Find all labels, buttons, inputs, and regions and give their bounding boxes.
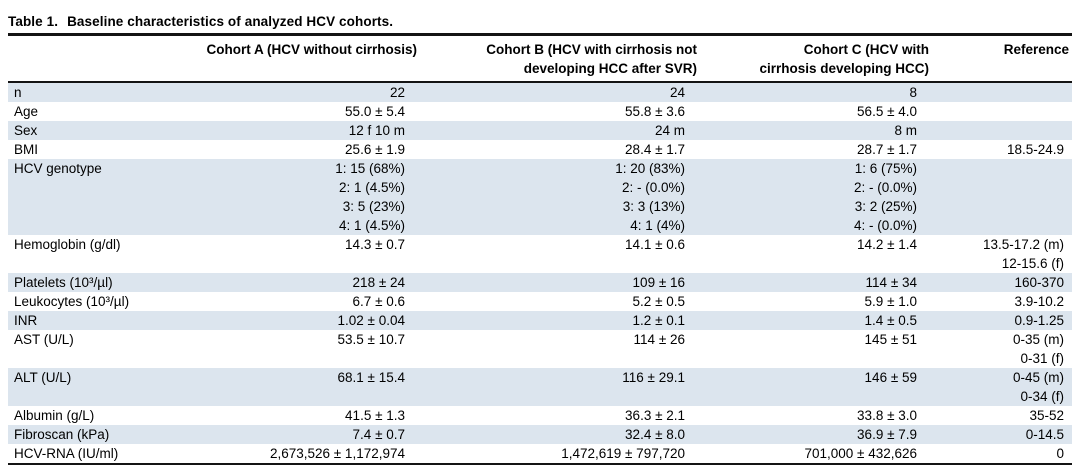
row-label: BMI xyxy=(14,142,39,157)
table-row-ast: AST (U/L) 53.5 ± 10.7 114 ± 26 145 ± 51 … xyxy=(8,330,1072,368)
row-label: HCV genotype xyxy=(14,161,102,176)
table-row-alt: ALT (U/L) 68.1 ± 15.4 116 ± 29.1 146 ± 5… xyxy=(8,368,1072,406)
table-cell: 55.8 ± 3.6 xyxy=(625,104,685,119)
row-label: ALT (U/L) xyxy=(14,370,72,385)
table-cell: 14.2 ± 1.4 xyxy=(857,237,917,252)
row-label: Hemoglobin (g/dl) xyxy=(14,237,121,252)
row-label: Fibroscan (kPa) xyxy=(14,427,110,442)
table-cell: 14.1 ± 0.6 xyxy=(625,237,685,252)
row-label: AST (U/L) xyxy=(14,332,74,347)
table-row-leukocytes: Leukocytes (10³/µl) 6.7 ± 0.6 5.2 ± 0.5 … xyxy=(8,292,1072,311)
table-cell xyxy=(932,121,1072,140)
table-cell: 3.9-10.2 xyxy=(1014,294,1064,309)
table-cell: 36.3 ± 2.1 xyxy=(625,408,685,423)
table-row-hemoglobin: Hemoglobin (g/dl) 14.3 ± 0.7 14.1 ± 0.6 … xyxy=(8,235,1072,273)
row-label: HCV-RNA (IU/ml) xyxy=(14,446,119,461)
table-cell: 56.5 ± 4.0 xyxy=(857,104,917,119)
table-cell: 1.2 ± 0.1 xyxy=(632,313,685,328)
table-row-hcv-rna: HCV-RNA (IU/ml) 2,673,526 ± 1,172,974 1,… xyxy=(8,444,1072,464)
table-cell: 114 ± 26 xyxy=(633,332,685,347)
table-row-hcv-genotype: HCV genotype 1: 15 (68%) 2: 1 (4.5%) 3: … xyxy=(8,159,1072,235)
row-label: Leukocytes (10³/µl) xyxy=(14,294,130,309)
row-label: Age xyxy=(14,104,39,119)
table-number-label: Table 1. xyxy=(8,14,59,29)
header-cohort-a: Cohort A (HCV without cirrhosis) xyxy=(158,36,420,83)
table-row-platelets: Platelets (10³/µl) 218 ± 24 109 ± 16 114… xyxy=(8,273,1072,292)
table-row-n: n 22 24 8 xyxy=(8,82,1072,102)
table-cell: 1.02 ± 0.04 xyxy=(337,313,405,328)
table-body: n 22 24 8 Age 55.0 ± 5.4 55.8 ± 3.6 56.5… xyxy=(8,82,1072,464)
table-cell: 24 m xyxy=(654,123,685,138)
table-cell: 116 ± 29.1 xyxy=(622,370,685,385)
table-cell: 0.9-1.25 xyxy=(1014,313,1064,328)
table-cell: 36.9 ± 7.9 xyxy=(857,427,917,442)
header-cohort-c: Cohort C (HCV with cirrhosis developing … xyxy=(700,36,932,83)
header-cohort-b: Cohort B (HCV with cirrhosis not develop… xyxy=(420,36,700,83)
table-cell: 5.9 ± 1.0 xyxy=(864,294,917,309)
baseline-characteristics-table: Cohort A (HCV without cirrhosis) Cohort … xyxy=(8,36,1072,465)
table-title: Table 1. Baseline characteristics of ana… xyxy=(8,5,1072,36)
paper-page: Table 1. Baseline characteristics of ana… xyxy=(8,0,1072,465)
row-label: n xyxy=(14,85,22,100)
table-cell: 55.0 ± 5.4 xyxy=(345,104,405,119)
table-cell: 12 f 10 m xyxy=(348,123,405,138)
row-label: Albumin (g/L) xyxy=(14,408,95,423)
table-cell: 32.4 ± 8.0 xyxy=(625,427,685,442)
table-cell xyxy=(932,102,1072,121)
table-row-albumin: Albumin (g/L) 41.5 ± 1.3 36.3 ± 2.1 33.8… xyxy=(8,406,1072,425)
table-cell: 0-45 (m) 0-34 (f) xyxy=(1012,370,1064,404)
table-row-bmi: BMI 25.6 ± 1.9 28.4 ± 1.7 28.7 ± 1.7 18.… xyxy=(8,140,1072,159)
table-cell: 160-370 xyxy=(1014,275,1064,290)
header-row: Cohort A (HCV without cirrhosis) Cohort … xyxy=(8,36,1072,83)
header-corner-cell xyxy=(8,36,158,83)
table-cell xyxy=(932,159,1072,235)
table-cell: 22 xyxy=(389,85,405,100)
table-cell: 35-52 xyxy=(1029,408,1064,423)
table-cell: 146 ± 59 xyxy=(864,370,917,385)
table-cell: 0-14.5 xyxy=(1025,427,1064,442)
table-cell: 109 ± 16 xyxy=(632,275,685,290)
table-cell: 1: 20 (83%) 2: - (0.0%) 3: 3 (13%) 4: 1 … xyxy=(615,161,685,233)
table-row-age: Age 55.0 ± 5.4 55.8 ± 3.6 56.5 ± 4.0 xyxy=(8,102,1072,121)
table-cell: 5.2 ± 0.5 xyxy=(632,294,685,309)
table-cell: 2,673,526 ± 1,172,974 xyxy=(269,446,405,461)
table-row-sex: Sex 12 f 10 m 24 m 8 m xyxy=(8,121,1072,140)
table-cell: 1.4 ± 0.5 xyxy=(864,313,917,328)
table-cell: 6.7 ± 0.6 xyxy=(352,294,405,309)
table-cell: 13.5-17.2 (m) 12-15.6 (f) xyxy=(982,237,1064,271)
table-row-fibroscan: Fibroscan (kPa) 7.4 ± 0.7 32.4 ± 8.0 36.… xyxy=(8,425,1072,444)
table-cell: 68.1 ± 15.4 xyxy=(337,370,405,385)
table-cell: 33.8 ± 3.0 xyxy=(857,408,917,423)
table-cell xyxy=(932,82,1072,102)
table-cell: 1: 6 (75%) 2: - (0.0%) 3: 2 (25%) 4: - (… xyxy=(853,161,917,233)
table-header: Cohort A (HCV without cirrhosis) Cohort … xyxy=(8,36,1072,83)
row-label: Sex xyxy=(14,123,38,138)
table-cell: 114 ± 34 xyxy=(865,275,917,290)
table-cell: 145 ± 51 xyxy=(864,332,917,347)
table-cell: 53.5 ± 10.7 xyxy=(337,332,405,347)
table-cell: 7.4 ± 0.7 xyxy=(352,427,405,442)
table-cell: 24 xyxy=(669,85,685,100)
table-cell: 1,472,619 ± 797,720 xyxy=(561,446,685,461)
table-cell: 8 m xyxy=(894,123,917,138)
table-cell: 1: 15 (68%) 2: 1 (4.5%) 3: 5 (23%) 4: 1 … xyxy=(335,161,405,233)
table-cell: 25.6 ± 1.9 xyxy=(345,142,405,157)
row-label: INR xyxy=(14,313,38,328)
table-row-inr: INR 1.02 ± 0.04 1.2 ± 0.1 1.4 ± 0.5 0.9-… xyxy=(8,311,1072,330)
table-cell: 701,000 ± 432,626 xyxy=(804,446,917,461)
table-cell: 0-35 (m) 0-31 (f) xyxy=(1012,332,1064,366)
table-cell: 0 xyxy=(1056,446,1064,461)
table-cell: 28.7 ± 1.7 xyxy=(857,142,917,157)
header-reference: Reference xyxy=(932,36,1072,83)
table-cell: 41.5 ± 1.3 xyxy=(345,408,405,423)
table-cell: 18.5-24.9 xyxy=(1006,142,1064,157)
row-label: Platelets (10³/µl) xyxy=(14,275,113,290)
table-cell: 218 ± 24 xyxy=(352,275,405,290)
table-cell: 14.3 ± 0.7 xyxy=(345,237,405,252)
table-cell: 8 xyxy=(909,85,917,100)
table-title-text: Baseline characteristics of analyzed HCV… xyxy=(67,14,394,29)
table-cell: 28.4 ± 1.7 xyxy=(625,142,685,157)
